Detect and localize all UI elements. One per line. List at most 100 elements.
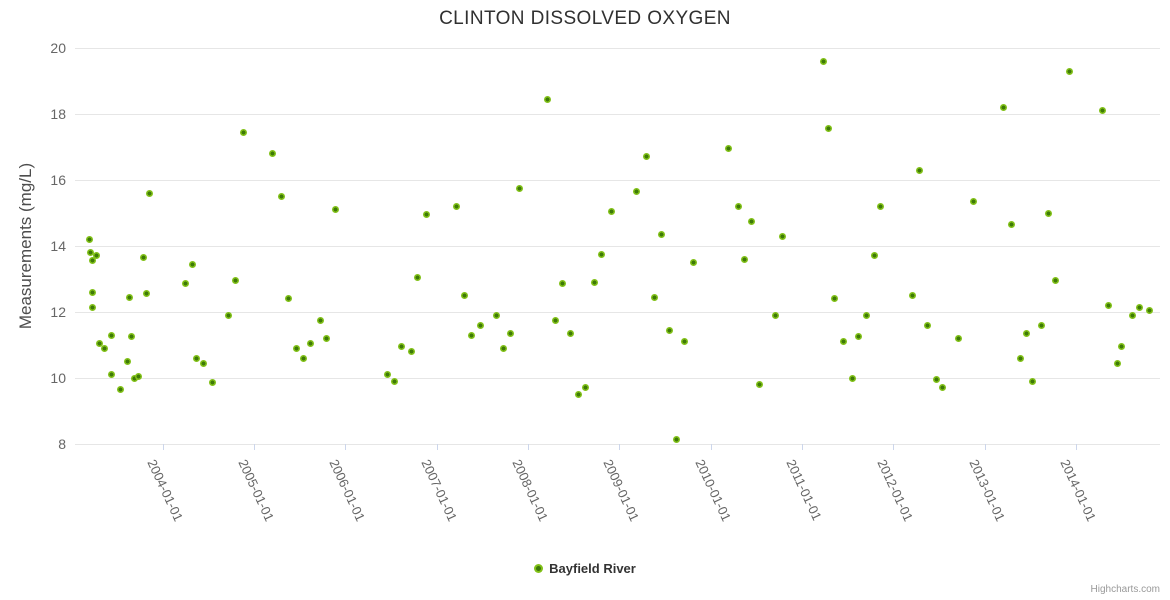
data-point[interactable] [1118, 343, 1126, 351]
data-point[interactable] [516, 184, 524, 192]
data-point[interactable] [855, 333, 863, 341]
data-point[interactable] [299, 354, 307, 362]
data-point[interactable] [820, 57, 828, 65]
highcharts-credits-link[interactable]: Highcharts.com [1090, 584, 1160, 595]
data-point[interactable] [130, 374, 138, 382]
data-point[interactable] [970, 197, 978, 205]
data-point[interactable] [232, 277, 240, 285]
data-point[interactable] [673, 435, 681, 443]
data-point[interactable] [1023, 329, 1031, 337]
data-point[interactable] [824, 125, 832, 133]
data-point[interactable] [413, 273, 421, 281]
data-point[interactable] [870, 252, 878, 260]
data-point[interactable] [477, 321, 484, 329]
data-point[interactable] [779, 232, 787, 240]
data-point[interactable] [680, 338, 688, 346]
data-point[interactable] [307, 339, 315, 347]
data-point[interactable] [317, 316, 325, 324]
data-point[interactable] [88, 303, 96, 311]
data-point[interactable] [877, 202, 885, 210]
data-point[interactable] [1105, 301, 1113, 309]
data-point[interactable] [734, 202, 742, 210]
data-point[interactable] [268, 150, 276, 158]
data-point[interactable] [559, 280, 567, 288]
data-point[interactable] [383, 371, 391, 379]
data-point[interactable] [224, 311, 232, 319]
data-point[interactable] [1113, 359, 1121, 367]
data-point[interactable] [772, 311, 779, 319]
data-point[interactable] [209, 379, 217, 387]
data-point[interactable] [582, 384, 590, 392]
data-point[interactable] [1028, 377, 1036, 385]
data-point[interactable] [200, 359, 208, 367]
data-point[interactable] [740, 255, 748, 263]
data-point[interactable] [391, 377, 399, 385]
data-point[interactable] [1007, 221, 1015, 229]
data-point[interactable] [142, 290, 150, 298]
data-point[interactable] [574, 391, 582, 398]
data-point[interactable] [848, 374, 856, 382]
data-point[interactable] [467, 331, 475, 339]
data-point[interactable] [831, 295, 839, 303]
data-point[interactable] [1016, 354, 1024, 362]
data-point[interactable] [239, 128, 247, 136]
data-point[interactable] [923, 321, 931, 329]
data-point[interactable] [398, 343, 406, 351]
data-point[interactable] [1037, 321, 1045, 329]
data-point[interactable] [285, 295, 293, 303]
data-point[interactable] [566, 329, 574, 337]
data-point[interactable] [507, 329, 515, 337]
data-point[interactable] [863, 311, 871, 319]
data-point[interactable] [1052, 277, 1060, 285]
data-point[interactable] [407, 348, 415, 356]
data-point[interactable] [932, 376, 940, 384]
data-point[interactable] [725, 145, 733, 153]
data-point[interactable] [1066, 67, 1074, 75]
data-point[interactable] [591, 278, 599, 286]
data-point[interactable] [1045, 209, 1053, 217]
data-point[interactable] [598, 250, 606, 258]
data-point[interactable] [1000, 103, 1008, 111]
data-point[interactable] [916, 166, 924, 174]
data-point[interactable] [93, 252, 101, 260]
data-point[interactable] [666, 326, 674, 334]
data-point[interactable] [1129, 311, 1137, 319]
data-point[interactable] [331, 206, 339, 214]
data-point[interactable] [499, 344, 507, 352]
data-point[interactable] [192, 354, 200, 362]
data-point[interactable] [139, 254, 147, 262]
data-point[interactable] [182, 280, 189, 288]
data-point[interactable] [908, 292, 916, 299]
data-point[interactable] [1098, 107, 1106, 115]
data-point[interactable] [689, 259, 697, 266]
data-point[interactable] [1145, 306, 1153, 314]
data-point[interactable] [117, 386, 125, 394]
data-point[interactable] [277, 193, 285, 200]
data-point[interactable] [100, 344, 108, 352]
data-point[interactable] [939, 384, 947, 392]
data-point[interactable] [146, 189, 154, 197]
data-point[interactable] [123, 357, 131, 365]
data-point[interactable] [840, 338, 848, 346]
data-point[interactable] [134, 372, 142, 380]
data-point[interactable] [551, 316, 559, 324]
data-point[interactable] [607, 207, 615, 215]
data-point[interactable] [650, 293, 658, 301]
data-point[interactable] [633, 188, 641, 196]
data-point[interactable] [543, 95, 551, 103]
data-point[interactable] [88, 288, 96, 296]
legend-item-bayfield-river[interactable]: Bayfield River [534, 561, 636, 576]
data-point[interactable] [86, 235, 94, 243]
data-point[interactable] [461, 292, 469, 299]
data-point[interactable] [748, 217, 756, 225]
data-point[interactable] [322, 334, 330, 342]
data-point[interactable] [108, 331, 116, 339]
data-point[interactable] [643, 153, 651, 161]
data-point[interactable] [1136, 303, 1144, 311]
data-point[interactable] [128, 333, 136, 341]
data-point[interactable] [423, 211, 431, 219]
data-point[interactable] [493, 311, 501, 319]
data-point[interactable] [292, 344, 300, 352]
data-point[interactable] [756, 381, 764, 389]
data-point[interactable] [954, 334, 962, 342]
